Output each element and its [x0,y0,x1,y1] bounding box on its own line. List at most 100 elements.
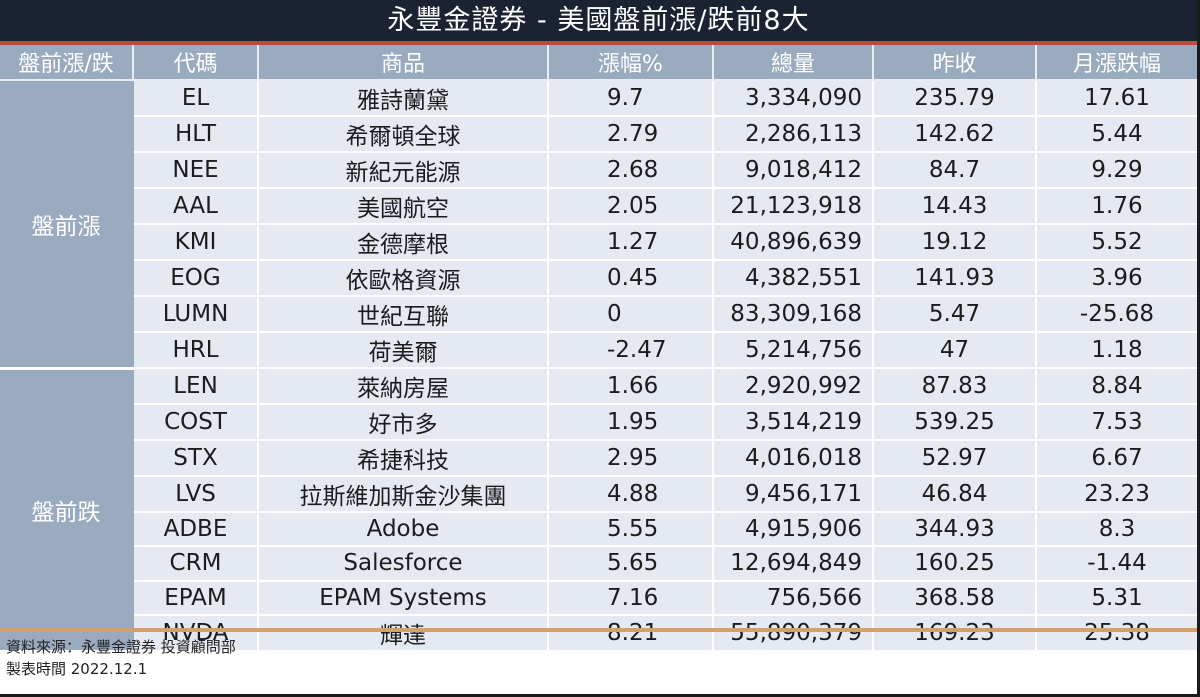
cell-monthly-change: 1.76 [1036,188,1197,225]
cell-volume: 3,334,090 [713,80,874,117]
cell-code: STX [133,440,259,477]
cell-code: HLT [133,116,259,153]
cell-volume: 12,694,849 [713,546,874,582]
cell-change-pct: 2.95 [548,440,714,477]
cell-prev-close: 46.84 [873,476,1037,513]
cell-monthly-change: 1.18 [1036,332,1197,369]
cell-prev-close: 368.58 [873,580,1037,616]
cell-code: AAL [133,188,259,225]
cell-change-pct: 9.7 [548,80,714,117]
table-row: EPAM EPAM Systems 7.16 756,566 368.58 5.31 [0,580,1197,616]
group-label-losers: 盤前跌 [0,368,134,652]
cell-change-pct: 2.68 [548,152,714,189]
cell-change-pct: 7.16 [548,580,714,616]
cell-code: LVS [133,476,259,513]
cell-monthly-change: 25.38 [1036,614,1197,652]
cell-name: 世紀互聯 [258,296,549,333]
cell-code: LEN [133,368,259,405]
cell-name: 荷美爾 [258,332,549,369]
cell-monthly-change: 5.52 [1036,224,1197,261]
footer: 資料來源：永豐金證券 投資顧問部 製表時間 2022.12.1 [6,636,236,680]
cell-prev-close: 169.23 [873,614,1037,652]
cell-volume: 4,382,551 [713,260,874,297]
cell-volume: 83,309,168 [713,296,874,333]
cell-volume: 4,915,906 [713,512,874,548]
cell-monthly-change: 6.67 [1036,440,1197,477]
cell-monthly-change: 17.61 [1036,80,1197,117]
page-title: 永豐金證券 - 美國盤前漲/跌前8大 [0,0,1197,41]
column-header-monthly-change: 月漲跌幅 [1036,45,1197,81]
table-row: EOG 依歐格資源 0.45 4,382,551 141.93 3.96 [0,260,1197,297]
column-header-volume: 總量 [713,45,874,81]
column-header-name: 商品 [258,45,549,81]
cell-monthly-change: 7.53 [1036,404,1197,441]
cell-monthly-change: 8.84 [1036,368,1197,405]
table-row: CRM Salesforce 5.65 12,694,849 160.25 -1.44 [0,546,1197,582]
cell-monthly-change: 8.3 [1036,512,1197,548]
source-note: 資料來源：永豐金證券 投資顧問部 [6,638,236,656]
cell-volume: 5,214,756 [713,332,874,369]
cell-change-pct: 2.05 [548,188,714,225]
cell-prev-close: 142.62 [873,116,1037,153]
cell-volume: 9,018,412 [713,152,874,189]
cell-prev-close: 14.43 [873,188,1037,225]
cell-change-pct: -2.47 [548,332,714,369]
cell-volume: 756,566 [713,580,874,616]
cell-volume: 2,286,113 [713,116,874,153]
cell-name: 拉斯維加斯金沙集團 [258,476,549,513]
cell-name: 雅詩蘭黛 [258,80,549,117]
cell-change-pct: 8.21 [548,614,714,652]
cell-name: EPAM Systems [258,580,549,616]
table-row: KMI 金德摩根 1.27 40,896,639 19.12 5.52 [0,224,1197,261]
cell-prev-close: 344.93 [873,512,1037,548]
cell-monthly-change: 5.31 [1036,580,1197,616]
cell-name: 輝達 [258,614,549,652]
group-label-gainers: 盤前漲 [0,80,134,370]
cell-code: EL [133,80,259,117]
cell-volume: 2,920,992 [713,368,874,405]
cell-change-pct: 0 [548,296,714,333]
cell-code: EPAM [133,580,259,616]
cell-name: Adobe [258,512,549,548]
cell-volume: 3,514,219 [713,404,874,441]
cell-name: 希爾頓全球 [258,116,549,153]
footer-divider [0,628,1197,632]
cell-monthly-change: 23.23 [1036,476,1197,513]
cell-change-pct: 2.79 [548,116,714,153]
cell-change-pct: 1.66 [548,368,714,405]
header-row: 盤前漲/跌 代碼 商品 漲幅% 總量 昨收 月漲跌幅 [0,45,1197,81]
cell-name: 萊納房屋 [258,368,549,405]
cell-code: CRM [133,546,259,582]
cell-code: HRL [133,332,259,369]
table-row: LUMN 世紀互聯 0 83,309,168 5.47 -25.68 [0,296,1197,333]
cell-code: EOG [133,260,259,297]
cell-change-pct: 5.55 [548,512,714,548]
cell-prev-close: 47 [873,332,1037,369]
cell-volume: 55,890,379 [713,614,874,652]
cell-monthly-change: 9.29 [1036,152,1197,189]
title-underline-divider [0,41,1197,45]
cell-name: 依歐格資源 [258,260,549,297]
cell-code: NVDA [133,614,259,652]
cell-prev-close: 141.93 [873,260,1037,297]
cell-name: 美國航空 [258,188,549,225]
cell-monthly-change: 5.44 [1036,116,1197,153]
premarket-table: 盤前漲/跌 代碼 商品 漲幅% 總量 昨收 月漲跌幅 盤前漲 EL 雅詩蘭黛 9.7 3… [0,45,1197,652]
table-row: NEE 新紀元能源 2.68 9,018,412 84.7 9.29 [0,152,1197,189]
cell-code: NEE [133,152,259,189]
table-row: LVS 拉斯維加斯金沙集團 4.88 9,456,171 46.84 23.23 [0,476,1197,513]
cell-prev-close: 19.12 [873,224,1037,261]
cell-change-pct: 0.45 [548,260,714,297]
table-row: AAL 美國航空 2.05 21,123,918 14.43 1.76 [0,188,1197,225]
table-row: 盤前跌 LEN 萊納房屋 1.66 2,920,992 87.83 8.84 [0,368,1197,652]
cell-code: LUMN [133,296,259,333]
cell-name: 新紀元能源 [258,152,549,189]
table-row: COST 好市多 1.95 3,514,219 539.25 7.53 [0,404,1197,441]
cell-name: 好市多 [258,404,549,441]
cell-prev-close: 52.97 [873,440,1037,477]
cell-monthly-change: 3.96 [1036,260,1197,297]
cell-name: 希捷科技 [258,440,549,477]
cell-prev-close: 84.7 [873,152,1037,189]
cell-volume: 21,123,918 [713,188,874,225]
column-header-code: 代碼 [133,45,259,81]
